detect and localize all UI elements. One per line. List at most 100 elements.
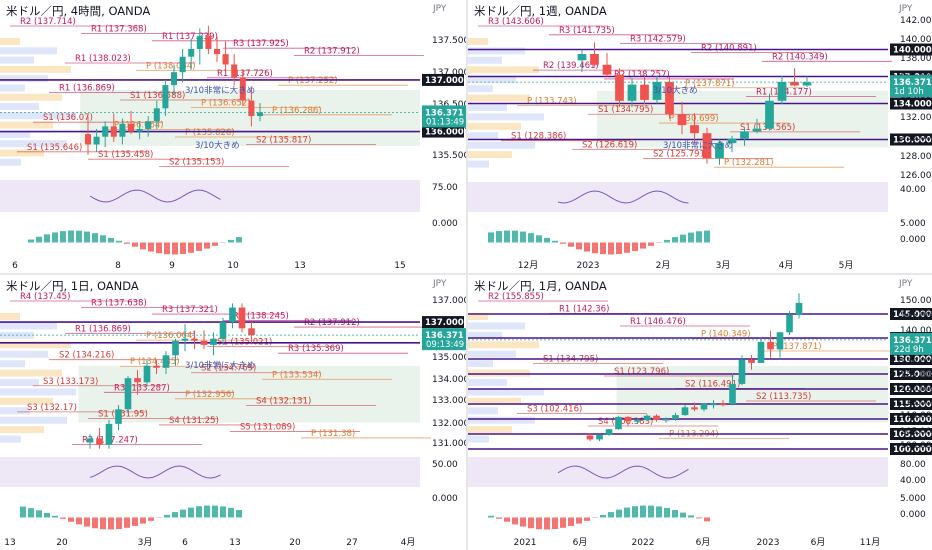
last-price-badge xyxy=(890,75,932,98)
candle-body xyxy=(748,359,755,363)
macd-bar xyxy=(172,512,178,518)
round-level-text: 125.000 xyxy=(893,370,932,380)
last-price-badge xyxy=(422,105,466,128)
chart-pane-weekly[interactable]: R3 (143.606) R3 (141.735) R3 (142.579) R2 (… xyxy=(468,0,932,273)
candle-body xyxy=(653,415,660,420)
macd-bar xyxy=(44,234,50,243)
macd-bar xyxy=(560,242,566,244)
x-tick-label: 5月 xyxy=(839,260,854,271)
candle-body xyxy=(229,307,236,323)
macd-tick: 0.000 xyxy=(432,219,458,229)
candle-body xyxy=(590,54,599,65)
candle-body xyxy=(662,419,670,421)
candle-body xyxy=(776,332,784,350)
macd-bar xyxy=(188,242,194,253)
oscillator-panel xyxy=(0,457,420,487)
macd-bar xyxy=(576,242,582,250)
volume-profile-bar xyxy=(468,132,498,140)
macd-bar xyxy=(52,515,58,518)
candle-body xyxy=(172,340,179,356)
macd-bar xyxy=(608,512,614,518)
macd-bar xyxy=(212,505,218,518)
chart-svg-daily[interactable]: R4 (137.45) R3 (137.638) R3 (137.321) R2 (1… xyxy=(0,275,466,550)
volume-profile-bar xyxy=(0,341,71,349)
candle-body xyxy=(200,340,208,345)
macd-bar xyxy=(220,506,226,518)
y-tick-label: 133.000 xyxy=(432,396,466,406)
macd-bar xyxy=(236,510,242,518)
macd-bar xyxy=(100,517,106,530)
candle-body xyxy=(179,56,186,73)
x-tick-label: 6 xyxy=(12,261,18,271)
volume-profile-bar xyxy=(0,112,76,120)
macd-bar xyxy=(648,505,654,518)
macd-bar xyxy=(704,230,710,243)
candle-body xyxy=(119,123,126,137)
macd-bar xyxy=(124,517,130,528)
macd-bar xyxy=(68,230,74,243)
pivot-label: P (137.871) xyxy=(772,342,822,352)
macd-bar xyxy=(608,242,614,255)
macd-bar xyxy=(488,232,494,243)
macd-bar xyxy=(212,242,218,246)
candle-body xyxy=(219,322,227,339)
oscillator-tick: 40.00 xyxy=(900,476,926,486)
candle-body xyxy=(196,36,203,49)
macd-bar xyxy=(640,242,646,249)
pivot-label: S4 (132.131) xyxy=(256,396,311,406)
pivot-label: R1 (137.239) xyxy=(162,32,218,42)
oscillator-tick: 50.00 xyxy=(432,460,458,470)
candle-body xyxy=(222,54,229,65)
x-tick-label: 6 xyxy=(182,538,188,548)
macd-bar xyxy=(504,230,510,243)
x-tick-label: 6月 xyxy=(573,537,588,548)
bar-countdown-text: 22d 9h xyxy=(894,345,924,355)
macd-bar xyxy=(84,517,90,527)
pivot-label: P (136.064) xyxy=(146,331,196,341)
chart-svg-monthly[interactable]: R2 (155.855) R1 (142.36) R1 (146.476) P (14… xyxy=(468,275,932,550)
x-tick-label: 13 xyxy=(294,261,305,271)
event-note: 3/10大きめ xyxy=(653,85,698,96)
candle-body xyxy=(188,48,195,57)
pane-divider-vertical[interactable] xyxy=(466,0,468,550)
pivot-label: S4 (108.383) xyxy=(598,417,653,427)
chart-pane-daily[interactable]: R4 (137.45) R3 (137.638) R3 (137.321) R2 (1… xyxy=(0,275,466,550)
candle-body xyxy=(162,355,170,368)
chart-svg-weekly[interactable]: R3 (143.606) R3 (141.735) R3 (142.579) R2 (… xyxy=(468,0,932,273)
macd-bar xyxy=(228,507,234,518)
y-tick-label: 135.000 xyxy=(432,353,466,363)
pivot-label: R1 (146.476) xyxy=(630,317,686,327)
last-price-text: 136.371 xyxy=(425,108,464,118)
chart-svg-4h[interactable]: R2 (137.714) R1 (137.368) R1 (137.239) R3 (… xyxy=(0,0,466,273)
candle-body xyxy=(738,359,746,384)
pivot-label: R1 (137.368) xyxy=(91,24,147,34)
macd-bar xyxy=(196,242,202,251)
pivot-label: R3 (135.369) xyxy=(288,344,344,354)
chart-pane-monthly[interactable]: R2 (155.855) R1 (142.36) R1 (146.476) P (14… xyxy=(468,275,932,550)
last-price-badge xyxy=(422,328,466,351)
macd-bar xyxy=(584,517,590,521)
macd-bar xyxy=(640,505,646,518)
y-tick-label: 132.000 xyxy=(900,113,932,123)
x-tick-label: 27 xyxy=(346,538,357,548)
pivot-label: R3 (137.638) xyxy=(91,299,147,309)
macd-bar xyxy=(560,517,566,528)
volume-profile-bar xyxy=(468,388,544,396)
oscillator-line xyxy=(89,189,221,203)
macd-bar xyxy=(488,515,494,518)
pivot-label: R3 (137.925) xyxy=(233,39,289,49)
pivot-label: R2 (137.912) xyxy=(304,318,360,328)
y-tick-label: 135.500 xyxy=(432,151,466,161)
event-note: 3/10非常に大きめ xyxy=(185,85,255,96)
y-tick-label: 140.000 xyxy=(900,326,932,336)
pivot-label: S1 (131.95) xyxy=(98,409,148,419)
chart-pane-4h[interactable]: R2 (137.714) R1 (137.368) R1 (137.239) R3 (… xyxy=(0,0,466,273)
macd-bar xyxy=(664,507,670,518)
pivot-label: S1 (135.458) xyxy=(98,150,153,160)
pane-divider-horizontal[interactable] xyxy=(0,273,932,275)
pivot-label: P (133.743) xyxy=(527,96,577,106)
round-level-badge xyxy=(890,308,932,320)
volume-profile-bar xyxy=(468,369,530,377)
macd-bar xyxy=(108,517,114,530)
candle-body xyxy=(105,423,113,445)
